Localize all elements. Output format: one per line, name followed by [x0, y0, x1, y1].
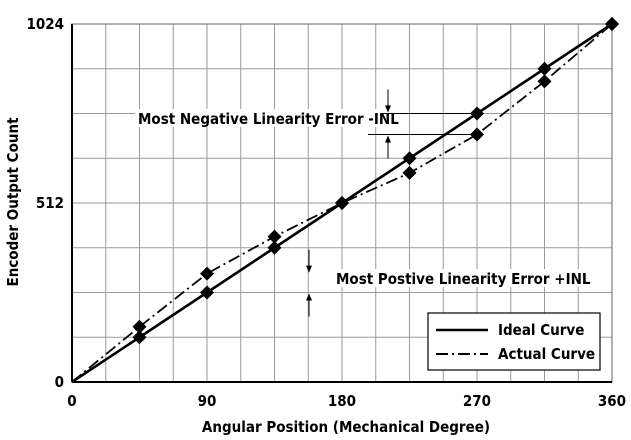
ideal-curve-marker [537, 61, 552, 76]
x-tick-label: 270 [463, 392, 491, 410]
x-tick-label: 90 [198, 392, 217, 410]
legend: Ideal Curve Actual Curve [427, 312, 601, 371]
legend-label-ideal: Ideal Curve [498, 321, 584, 339]
x-tick-label: 0 [67, 392, 76, 410]
legend-box [427, 312, 601, 371]
actual-curve-marker [267, 229, 282, 244]
y-tick-label: 1024 [26, 15, 64, 33]
y-tick-label: 0 [55, 373, 64, 391]
y-tick-label: 512 [36, 194, 64, 212]
annotation-arrowhead-up [306, 293, 312, 301]
ideal-curve-marker [402, 151, 417, 166]
legend-label-actual: Actual Curve [498, 345, 595, 363]
actual-curve-marker [537, 74, 552, 89]
ideal-curve-marker [267, 240, 282, 255]
actual-curve-marker [335, 196, 349, 210]
x-tick-label: 180 [328, 392, 356, 410]
x-axis-label: Angular Position (Mechanical Degree) [202, 418, 490, 436]
tick-labels: 0 90 180 270 360 0 512 1024 [26, 15, 626, 410]
annotation-label-bg [135, 108, 383, 127]
actual-curve-marker [605, 17, 619, 31]
positive-inl-label: Most Postive Linearity Error +INL [336, 270, 591, 288]
annotation-arrowhead-down [306, 265, 312, 273]
plot-frame [71, 23, 613, 383]
actual-curve-marker [402, 165, 417, 180]
actual-curve-marker [132, 319, 147, 334]
annotation-label-bg [333, 269, 579, 288]
negative-inl-label: Most Negative Linearity Error -INL [138, 110, 399, 128]
x-tick-label: 360 [598, 392, 626, 410]
data-markers [132, 17, 619, 345]
y-axis-label: Encoder Output Count [4, 117, 22, 287]
ideal-curve-marker [132, 330, 147, 345]
annotation-arrowhead-down [385, 105, 391, 113]
annotations: Most Negative Linearity Error -INL Most P… [135, 89, 591, 317]
annotation-arrowhead-up [385, 135, 391, 143]
